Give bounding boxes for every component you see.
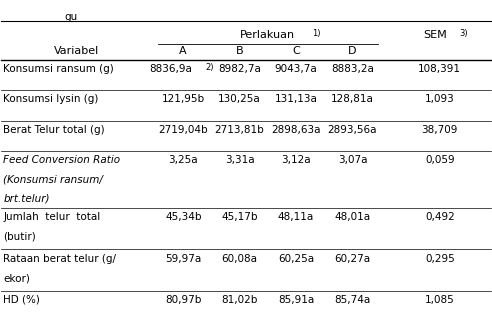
Text: 8836,9a: 8836,9a — [150, 64, 192, 74]
Text: 108,391: 108,391 — [418, 64, 461, 74]
Text: 2719,04b: 2719,04b — [158, 124, 208, 135]
Text: 60,08a: 60,08a — [221, 254, 258, 264]
Text: 0,492: 0,492 — [425, 212, 455, 222]
Text: 45,17b: 45,17b — [221, 212, 258, 222]
Text: 0,295: 0,295 — [425, 254, 455, 264]
Text: Variabel: Variabel — [54, 46, 99, 56]
Text: brt.telur): brt.telur) — [3, 194, 50, 204]
Text: 9043,7a: 9043,7a — [275, 64, 317, 74]
Text: 1,093: 1,093 — [425, 95, 455, 105]
Text: 59,97a: 59,97a — [165, 254, 201, 264]
Text: ekor): ekor) — [3, 273, 30, 283]
Text: 80,97b: 80,97b — [165, 295, 201, 305]
Text: 2893,56a: 2893,56a — [328, 124, 377, 135]
Text: 131,13a: 131,13a — [275, 95, 317, 105]
Text: 48,11a: 48,11a — [278, 212, 314, 222]
Text: 45,34b: 45,34b — [165, 212, 201, 222]
Text: 3,12a: 3,12a — [281, 155, 311, 165]
Text: A: A — [180, 46, 187, 56]
Text: 3): 3) — [460, 29, 468, 38]
Text: Berat Telur total (g): Berat Telur total (g) — [3, 124, 105, 135]
Text: 85,74a: 85,74a — [335, 295, 370, 305]
Text: 8883,2a: 8883,2a — [331, 64, 374, 74]
Text: 1,085: 1,085 — [425, 295, 455, 305]
Text: 38,709: 38,709 — [422, 124, 458, 135]
Text: Rataan berat telur (g/: Rataan berat telur (g/ — [3, 254, 116, 264]
Text: Konsumsi lysin (g): Konsumsi lysin (g) — [3, 95, 98, 105]
Text: 85,91a: 85,91a — [278, 295, 314, 305]
Text: 121,95b: 121,95b — [162, 95, 205, 105]
Text: SEM: SEM — [423, 30, 447, 40]
Text: 2713,81b: 2713,81b — [215, 124, 265, 135]
Text: 8982,7a: 8982,7a — [218, 64, 261, 74]
Text: Feed Conversion Ratio: Feed Conversion Ratio — [3, 155, 120, 165]
Text: 130,25a: 130,25a — [218, 95, 261, 105]
Text: 48,01a: 48,01a — [335, 212, 370, 222]
Text: 60,27a: 60,27a — [335, 254, 370, 264]
Text: HD (%): HD (%) — [3, 295, 40, 305]
Text: (butir): (butir) — [3, 232, 36, 242]
Text: Konsumsi ransum (g): Konsumsi ransum (g) — [3, 64, 114, 74]
Text: 2): 2) — [205, 63, 214, 72]
Text: B: B — [236, 46, 244, 56]
Text: 0,059: 0,059 — [425, 155, 455, 165]
Text: C: C — [292, 46, 300, 56]
Text: gu: gu — [64, 12, 78, 22]
Text: 128,81a: 128,81a — [331, 95, 374, 105]
Text: 3,25a: 3,25a — [168, 155, 198, 165]
Text: 3,07a: 3,07a — [338, 155, 367, 165]
Text: 2898,63a: 2898,63a — [271, 124, 321, 135]
Text: 60,25a: 60,25a — [278, 254, 314, 264]
Text: 1): 1) — [312, 29, 320, 38]
Text: Jumlah  telur  total: Jumlah telur total — [3, 212, 100, 222]
Text: D: D — [348, 46, 357, 56]
Text: 3,31a: 3,31a — [225, 155, 254, 165]
Text: (Konsumsi ransum/: (Konsumsi ransum/ — [3, 174, 103, 184]
Text: Perlakuan: Perlakuan — [240, 30, 295, 40]
Text: 81,02b: 81,02b — [221, 295, 258, 305]
